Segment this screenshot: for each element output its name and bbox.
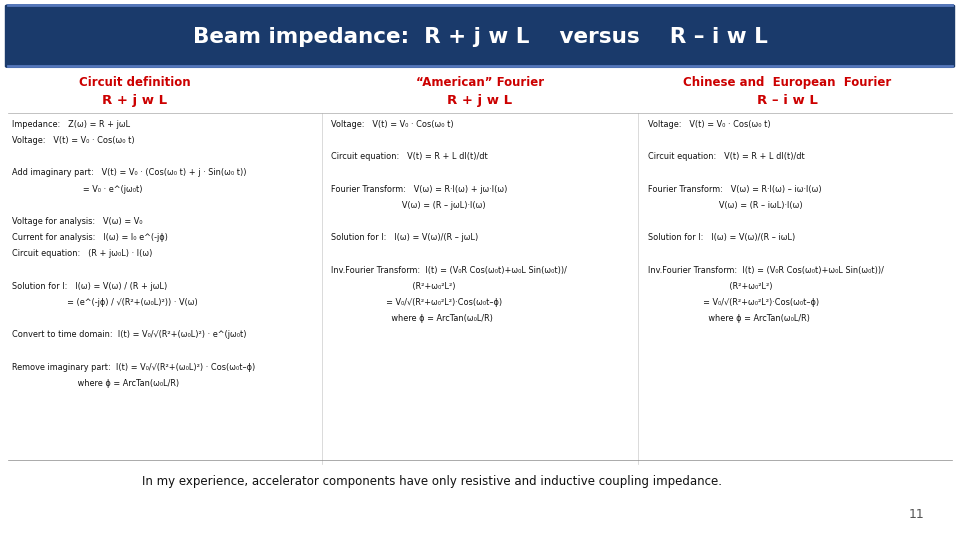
Text: R + j w L: R + j w L [102, 94, 167, 107]
Text: Voltage:   V(t) = V₀ · Cos(ω₀ t): Voltage: V(t) = V₀ · Cos(ω₀ t) [12, 136, 134, 145]
Text: Circuit definition: Circuit definition [79, 76, 190, 89]
Text: In my experience, accelerator components have only resistive and inductive coupl: In my experience, accelerator components… [142, 475, 722, 488]
Text: Voltage for analysis:   V(ω) = V₀: Voltage for analysis: V(ω) = V₀ [12, 217, 142, 226]
Text: Fourier Transform:   V(ω) = R·I(ω) + jω·I(ω): Fourier Transform: V(ω) = R·I(ω) + jω·I(… [331, 185, 508, 194]
Text: Circuit equation:   V(t) = R + L dI(t)/dt: Circuit equation: V(t) = R + L dI(t)/dt [331, 152, 488, 161]
Text: Voltage:   V(t) = V₀ · Cos(ω₀ t): Voltage: V(t) = V₀ · Cos(ω₀ t) [648, 120, 771, 129]
Text: “American” Fourier: “American” Fourier [416, 76, 544, 89]
Text: Circuit equation:   V(t) = R + L dI(t)/dt: Circuit equation: V(t) = R + L dI(t)/dt [648, 152, 804, 161]
Text: Inv.Fourier Transform:  I(t) = (V₀R Cos(ω₀t)+ω₀L Sin(ω₀t))/: Inv.Fourier Transform: I(t) = (V₀R Cos(ω… [331, 266, 567, 275]
Text: (R²+ω₀²L²): (R²+ω₀²L²) [331, 282, 456, 291]
Text: Impedance:   Z(ω) = R + jωL: Impedance: Z(ω) = R + jωL [12, 120, 130, 129]
Text: Convert to time domain:  I(t) = V₀/√(R²+(ω₀L)²) · e^(jω₀t): Convert to time domain: I(t) = V₀/√(R²+(… [12, 330, 246, 340]
Text: Add imaginary part:   V(t) = V₀ · (Cos(ω₀ t) + j · Sin(ω₀ t)): Add imaginary part: V(t) = V₀ · (Cos(ω₀ … [12, 168, 246, 178]
Text: Solution for I:   I(ω) = V(ω)/(R – iωL): Solution for I: I(ω) = V(ω)/(R – iωL) [648, 233, 795, 242]
Text: Voltage:   V(t) = V₀ · Cos(ω₀ t): Voltage: V(t) = V₀ · Cos(ω₀ t) [331, 120, 454, 129]
Text: = V₀ · e^(jω₀t): = V₀ · e^(jω₀t) [12, 185, 142, 194]
Text: = V₀/√(R²+ω₀²L²)·Cos(ω₀t–ϕ): = V₀/√(R²+ω₀²L²)·Cos(ω₀t–ϕ) [648, 298, 819, 307]
Text: Remove imaginary part:  I(t) = V₀/√(R²+(ω₀L)²) · Cos(ω₀t–ϕ): Remove imaginary part: I(t) = V₀/√(R²+(ω… [12, 363, 254, 372]
Text: R – i w L: R – i w L [756, 94, 818, 107]
Text: where ϕ = ArcTan(ω₀L/R): where ϕ = ArcTan(ω₀L/R) [331, 314, 493, 323]
Text: 11: 11 [909, 508, 924, 521]
Text: Inv.Fourier Transform:  I(t) = (V₀R Cos(ω₀t)+ω₀L Sin(ω₀t))/: Inv.Fourier Transform: I(t) = (V₀R Cos(ω… [648, 266, 884, 275]
FancyBboxPatch shape [5, 4, 955, 68]
Text: (R²+ω₀²L²): (R²+ω₀²L²) [648, 282, 773, 291]
Text: = V₀/√(R²+ω₀²L²)·Cos(ω₀t–ϕ): = V₀/√(R²+ω₀²L²)·Cos(ω₀t–ϕ) [331, 298, 502, 307]
Text: R + j w L: R + j w L [447, 94, 513, 107]
Text: Beam impedance:  R + j w L    versus    R – i w L: Beam impedance: R + j w L versus R – i w… [193, 26, 767, 47]
Text: where ϕ = ArcTan(ω₀L/R): where ϕ = ArcTan(ω₀L/R) [12, 379, 179, 388]
Text: V(ω) = (R – jωL)·I(ω): V(ω) = (R – jωL)·I(ω) [331, 201, 486, 210]
Text: Circuit equation:   (R + jω₀L) · I(ω): Circuit equation: (R + jω₀L) · I(ω) [12, 249, 152, 259]
Text: = (e^(-jϕ) / √(R²+(ω₀L)²)) · V(ω): = (e^(-jϕ) / √(R²+(ω₀L)²)) · V(ω) [12, 298, 197, 307]
Text: Solution for I:   I(ω) = V(ω)/(R – jωL): Solution for I: I(ω) = V(ω)/(R – jωL) [331, 233, 478, 242]
Text: Solution for I:   I(ω) = V(ω) / (R + jωL): Solution for I: I(ω) = V(ω) / (R + jωL) [12, 282, 167, 291]
Text: V(ω) = (R – iωL)·I(ω): V(ω) = (R – iωL)·I(ω) [648, 201, 803, 210]
Text: Fourier Transform:   V(ω) = R·I(ω) – iω·I(ω): Fourier Transform: V(ω) = R·I(ω) – iω·I(… [648, 185, 822, 194]
Text: Chinese and  European  Fourier: Chinese and European Fourier [684, 76, 891, 89]
Text: where ϕ = ArcTan(ω₀L/R): where ϕ = ArcTan(ω₀L/R) [648, 314, 810, 323]
Text: Current for analysis:   I(ω) = I₀ e^(-jϕ): Current for analysis: I(ω) = I₀ e^(-jϕ) [12, 233, 167, 242]
